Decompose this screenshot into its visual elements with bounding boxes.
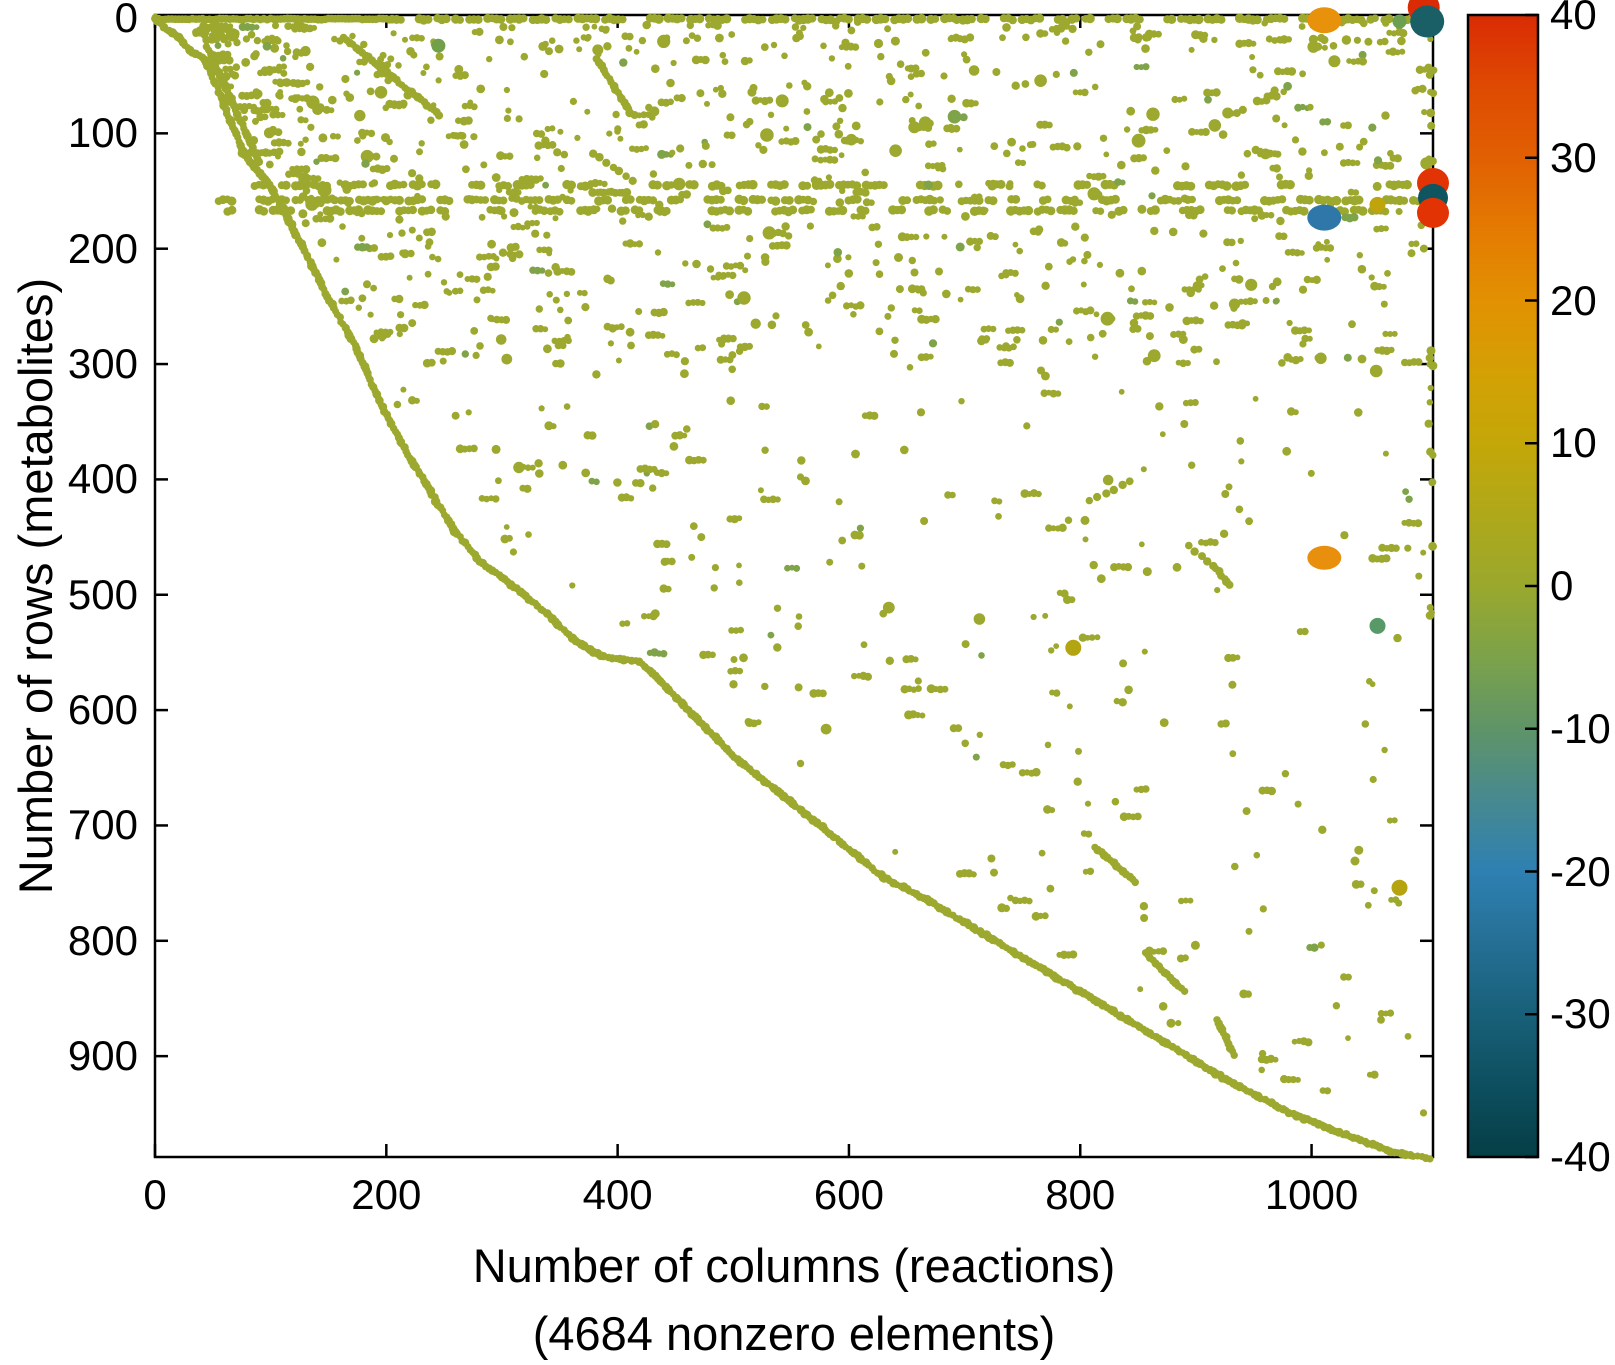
colorbar-tick-label: 40: [1550, 0, 1597, 38]
colorbar-tick-label: -40: [1550, 1133, 1611, 1180]
special-markers: [431, 0, 1449, 896]
special-marker: [1391, 879, 1408, 896]
special-marker: [1307, 7, 1342, 34]
special-marker: [1065, 639, 1082, 656]
special-marker: [1307, 204, 1342, 231]
special-marker: [1417, 197, 1449, 228]
x-tick-label: 1000: [1264, 1171, 1359, 1218]
special-marker: [1369, 196, 1386, 213]
band-rows: [151, 13, 1436, 217]
x-tick-label: 400: [582, 1171, 653, 1218]
y-tick-label: 800: [67, 916, 138, 964]
edge-column-dots: [1424, 36, 1438, 620]
y-tick-label: 500: [67, 570, 138, 618]
x-tick-label: 200: [351, 1171, 422, 1218]
y-tick-label: 100: [67, 109, 138, 157]
special-marker: [1410, 5, 1445, 38]
x-tick-label: 800: [1045, 1171, 1116, 1218]
colorbar: [1466, 13, 1540, 1159]
y-tick-label: 0: [114, 0, 138, 41]
colorbar-tick-label: 30: [1550, 133, 1597, 181]
y-tick-label: 400: [67, 455, 138, 503]
x-axis-label: Number of columns (reactions): [472, 1239, 1116, 1292]
diagonal-segments: [202, 33, 1238, 1059]
special-marker: [1369, 617, 1386, 634]
special-marker: [431, 38, 446, 53]
colorbar-tick-label: -30: [1550, 990, 1611, 1038]
x-tick-label: 0: [143, 1171, 167, 1218]
y-tick-label: 200: [67, 224, 138, 272]
y-tick-label: 900: [67, 1032, 138, 1080]
colorbar-tick-label: 20: [1550, 276, 1597, 324]
colorbar-tick-label: 0: [1550, 562, 1574, 609]
special-marker: [1392, 14, 1407, 29]
colorbar-tick-label: -10: [1550, 704, 1611, 752]
colorbar-tick-label: -20: [1550, 847, 1611, 895]
y-tick-label: 700: [67, 801, 138, 849]
special-marker: [1307, 545, 1342, 570]
y-tick-label: 300: [67, 340, 138, 388]
x-axis-note: (4684 nonzero elements): [532, 1307, 1056, 1360]
boundary-curve: [151, 13, 1434, 1163]
x-tick-label: 600: [813, 1171, 884, 1218]
colorbar-tick-label: 10: [1550, 419, 1597, 467]
y-tick-label: 600: [67, 686, 138, 734]
